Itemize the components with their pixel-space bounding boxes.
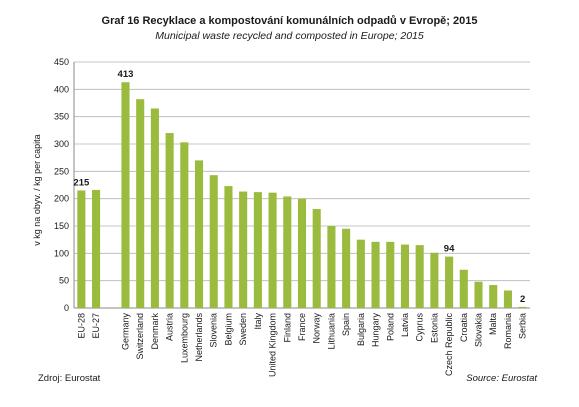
chart-title: Graf 16 Recyklace a kompostování komunál… <box>101 15 478 27</box>
source-note-cz: Zdroj: Eurostat <box>38 373 101 384</box>
x-tick-label: Austria <box>165 313 175 341</box>
x-tick-label: Italy <box>253 313 263 330</box>
x-tick-label: France <box>297 313 307 341</box>
bar-hungary <box>371 241 380 308</box>
bar-bulgaria <box>356 239 365 308</box>
data-label: 413 <box>118 69 134 80</box>
x-tick-label: Germany <box>120 313 130 351</box>
y-tick-label: 300 <box>54 139 69 149</box>
x-tick-label: Lithuania <box>326 313 336 350</box>
x-tick-label: Romania <box>503 313 513 349</box>
y-tick-label: 450 <box>54 57 69 67</box>
x-tick-label: Slovakia <box>474 313 484 347</box>
y-tick-label: 400 <box>54 84 69 94</box>
x-tick-label: Estonia <box>429 313 439 343</box>
bar-croatia <box>459 269 468 308</box>
bar-slovenia <box>209 175 218 308</box>
bar-netherlands <box>194 160 204 308</box>
x-tick-label: Czech Republic <box>444 313 454 377</box>
x-tick-label: Croatia <box>459 313 469 342</box>
bar-eu-28 <box>77 190 86 308</box>
bar-germany <box>121 82 130 308</box>
x-tick-label: Bulgaria <box>356 313 366 346</box>
bar-eu-27 <box>92 189 101 308</box>
x-tick-label: Belgium <box>223 313 233 346</box>
x-tick-label: Norway <box>312 313 322 344</box>
data-label: 2 <box>520 294 525 305</box>
x-tick-label: Latvia <box>400 313 410 337</box>
bar-united-kingdom <box>268 192 277 308</box>
bar-lithuania <box>327 226 336 308</box>
x-tick-label: Poland <box>385 313 395 341</box>
y-tick-label: 250 <box>54 166 69 176</box>
y-tick-label: 50 <box>59 276 69 286</box>
bar-latvia <box>400 244 410 308</box>
x-tick-label: United Kingdom <box>268 313 278 377</box>
bar-denmark <box>150 108 159 308</box>
y-tick-label: 350 <box>54 112 69 122</box>
y-tick-label: 200 <box>54 194 69 204</box>
bar-switzerland <box>136 99 145 308</box>
x-tick-label: Serbia <box>518 313 528 339</box>
x-tick-label: EU-28 <box>76 313 86 339</box>
x-tick-label: EU-27 <box>91 313 101 339</box>
bar-malta <box>489 285 498 308</box>
data-label: 94 <box>444 244 455 255</box>
bar-cyprus <box>415 245 424 308</box>
x-tick-label: Finland <box>282 313 292 343</box>
bar-norway <box>312 209 321 308</box>
x-tick-label: Cyprus <box>415 313 425 342</box>
bar-slovakia <box>474 281 483 308</box>
x-tick-label: Spain <box>341 313 351 336</box>
x-tick-label: Luxembourg <box>179 313 189 363</box>
bar-serbia <box>518 306 527 308</box>
x-tick-label: Denmark <box>150 313 160 350</box>
bar-romania <box>503 290 512 308</box>
y-tick-label: 150 <box>54 221 69 231</box>
x-tick-label: Slovenia <box>209 313 219 348</box>
bar-belgium <box>224 186 233 308</box>
bar-estonia <box>430 252 439 308</box>
bar-czech-republic <box>445 256 454 308</box>
bar-sweden <box>239 191 248 308</box>
y-tick-label: 100 <box>54 248 69 258</box>
x-tick-label: Sweden <box>238 313 248 346</box>
bar-poland <box>386 241 395 308</box>
chart-subtitle: Municipal waste recycled and composted i… <box>155 30 424 42</box>
x-tick-label: Switzerland <box>135 313 145 360</box>
bar-luxembourg <box>180 142 189 308</box>
x-tick-label: Netherlands <box>194 313 204 362</box>
y-tick-label: 0 <box>64 303 69 313</box>
x-tick-label: Malta <box>488 313 498 335</box>
bar-finland <box>283 196 292 308</box>
bar-italy <box>253 192 262 308</box>
bar-france <box>297 198 307 308</box>
data-label: 215 <box>73 177 90 188</box>
source-note-en: Source: Eurostat <box>466 373 537 384</box>
bar-spain <box>342 228 351 308</box>
x-tick-label: Hungary <box>371 313 381 348</box>
bar-austria <box>165 133 174 308</box>
